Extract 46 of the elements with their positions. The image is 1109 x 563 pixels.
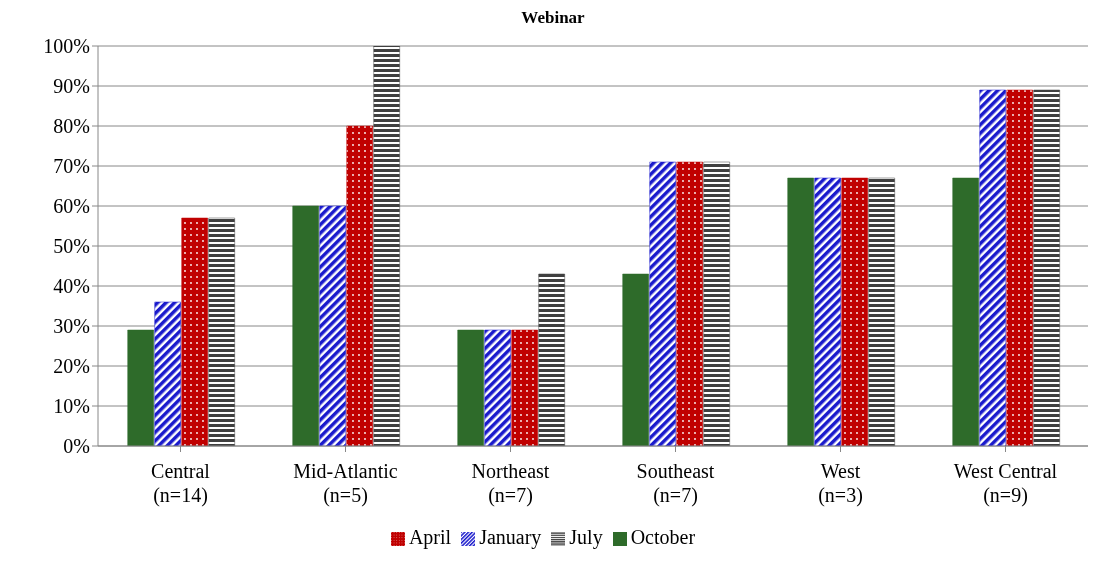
y-tick-label: 10% <box>53 395 90 418</box>
y-tick-label: 20% <box>53 355 90 378</box>
x-tick-label: Southeast (n=7) <box>636 460 715 507</box>
y-tick-label: 30% <box>53 315 90 338</box>
y-tick-label: 70% <box>53 155 90 178</box>
bar <box>346 125 373 446</box>
legend-label: July <box>569 526 603 548</box>
y-tick-label: 90% <box>53 75 90 98</box>
bar <box>622 273 649 446</box>
y-tick-label: 50% <box>53 235 90 258</box>
bar <box>814 177 841 446</box>
bar <box>538 273 565 446</box>
legend-label: October <box>630 526 696 548</box>
y-tick-label: 100% <box>43 35 90 58</box>
x-tick-label: Mid-Atlantic (n=5) <box>293 460 398 507</box>
bar <box>979 89 1006 446</box>
bar <box>292 205 319 446</box>
y-tick-label: 80% <box>53 115 90 138</box>
bar <box>154 301 181 446</box>
bar <box>841 177 868 446</box>
legend-label: April <box>408 526 452 548</box>
bar <box>511 329 538 446</box>
legend-label: January <box>479 526 542 548</box>
bar <box>787 177 814 446</box>
x-tick-label: Central (n=14) <box>151 460 211 507</box>
bar <box>127 329 154 446</box>
y-tick-label: 0% <box>63 435 90 458</box>
bar <box>952 177 979 446</box>
chart-title: Webinar <box>520 8 586 29</box>
bar <box>373 46 400 446</box>
x-tick-label: Northeast (n=7) <box>471 460 550 507</box>
x-tick-label: West (n=3) <box>818 460 863 507</box>
x-tick-label: West Central (n=9) <box>953 460 1058 507</box>
bar <box>319 205 346 446</box>
bar <box>457 329 484 446</box>
bar <box>1033 89 1060 446</box>
bar <box>649 161 676 446</box>
bar <box>703 161 730 446</box>
bar <box>676 161 703 446</box>
y-tick-label: 60% <box>53 195 90 218</box>
bar <box>1006 89 1033 446</box>
bar <box>208 217 235 446</box>
y-tick-label: 40% <box>53 275 90 298</box>
bar <box>181 217 208 446</box>
bar <box>484 329 511 446</box>
bar <box>868 177 895 446</box>
